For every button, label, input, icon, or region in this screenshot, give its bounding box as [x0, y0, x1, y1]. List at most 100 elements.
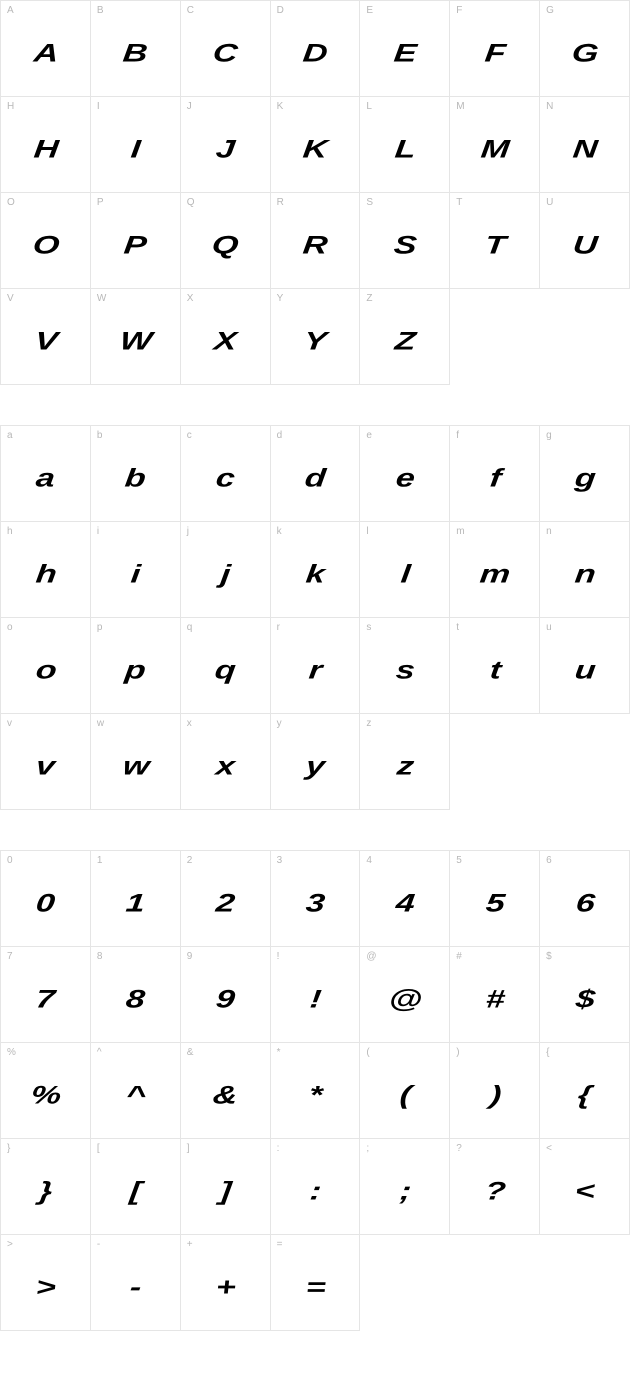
cell-label: )	[456, 1047, 459, 1058]
glyph: 9	[215, 986, 236, 1012]
cell-label: i	[97, 526, 99, 537]
glyph: s	[395, 657, 416, 683]
glyph: @	[387, 986, 422, 1012]
glyph-cell: ^^	[91, 1043, 181, 1139]
cell-label: $	[546, 951, 552, 962]
glyph: i	[130, 561, 141, 587]
glyph-cell: kk	[271, 522, 361, 618]
glyph-cell: zz	[360, 714, 450, 810]
glyph: J	[215, 136, 236, 162]
cell-label: C	[187, 5, 194, 16]
glyph: g	[573, 465, 595, 491]
glyph-cell: vv	[1, 714, 91, 810]
glyph: P	[123, 232, 147, 258]
glyph: S	[393, 232, 417, 258]
glyph: }	[38, 1178, 53, 1204]
glyph: =	[304, 1274, 326, 1300]
cell-label: K	[277, 101, 284, 112]
glyph: *	[308, 1082, 323, 1108]
glyph-cell: ss	[360, 618, 450, 714]
glyph-cell: FF	[450, 1, 540, 97]
cell-label: o	[7, 622, 13, 633]
cell-label: S	[366, 197, 373, 208]
cell-label: &	[187, 1047, 194, 1058]
cell-label: (	[366, 1047, 369, 1058]
glyph: 0	[35, 890, 56, 916]
glyph: <	[574, 1178, 596, 1204]
glyph-cell: xx	[181, 714, 271, 810]
cell-label: ;	[366, 1143, 369, 1154]
glyph-cell: tt	[450, 618, 540, 714]
cell-label: %	[7, 1047, 16, 1058]
cell-label: 2	[187, 855, 193, 866]
glyph-cell: LL	[360, 97, 450, 193]
glyph: >	[35, 1274, 57, 1300]
glyph-cell: jj	[181, 522, 271, 618]
glyph: X	[213, 328, 237, 354]
glyph: ^	[125, 1082, 147, 1108]
glyph-cell: ii	[91, 522, 181, 618]
glyph-cell: 99	[181, 947, 271, 1043]
cell-label: 3	[277, 855, 283, 866]
cell-label: D	[277, 5, 284, 16]
glyph: W	[118, 328, 152, 354]
glyph-cell: rr	[271, 618, 361, 714]
glyph-cell: NN	[540, 97, 630, 193]
cell-label: g	[546, 430, 552, 441]
empty-cell	[540, 714, 630, 810]
glyph-grid: AABBCCDDEEFFGGHHIIJJKKLLMMNNOOPPQQRRSSTT…	[0, 0, 630, 385]
cell-label: B	[97, 5, 104, 16]
glyph-cell: YY	[271, 289, 361, 385]
glyph: 2	[215, 890, 236, 916]
glyph-cell: 77	[1, 947, 91, 1043]
cell-label: J	[187, 101, 192, 112]
glyph-cell: ==	[271, 1235, 361, 1331]
glyph: t	[488, 657, 501, 683]
cell-label: y	[277, 718, 282, 729]
glyph-cell: uu	[540, 618, 630, 714]
cell-label: 8	[97, 951, 103, 962]
glyph-cell: ##	[450, 947, 540, 1043]
cell-label: R	[277, 197, 284, 208]
cell-label: c	[187, 430, 192, 441]
glyph-cell: ??	[450, 1139, 540, 1235]
glyph-cell: ]]	[181, 1139, 271, 1235]
glyph-cell: 55	[450, 851, 540, 947]
glyph: r	[308, 657, 323, 683]
cell-label: }	[7, 1143, 10, 1154]
glyph-cell: RR	[271, 193, 361, 289]
glyph: ;	[398, 1178, 411, 1204]
glyph: L	[394, 136, 416, 162]
glyph-cell: VV	[1, 289, 91, 385]
empty-cell	[450, 289, 540, 385]
glyph: x	[215, 753, 236, 779]
glyph-cell: bb	[91, 426, 181, 522]
glyph: h	[34, 561, 56, 587]
glyph: 6	[574, 890, 595, 916]
glyph: V	[33, 328, 57, 354]
glyph: 3	[305, 890, 326, 916]
glyph: w	[121, 753, 149, 779]
cell-label: u	[546, 622, 552, 633]
glyph-cell: UU	[540, 193, 630, 289]
cell-label: !	[277, 951, 280, 962]
empty-cell	[450, 1235, 540, 1331]
cell-label: l	[366, 526, 368, 537]
glyph: E	[393, 40, 417, 66]
glyph: %	[29, 1082, 61, 1108]
glyph: K	[302, 136, 328, 162]
glyph-cell: TT	[450, 193, 540, 289]
glyph-cell: 22	[181, 851, 271, 947]
cell-label: F	[456, 5, 462, 16]
cell-label: Y	[277, 293, 284, 304]
glyph: Z	[394, 328, 416, 354]
cell-label: [	[97, 1143, 100, 1154]
glyph: C	[212, 40, 238, 66]
glyph-cell: DD	[271, 1, 361, 97]
cell-label: n	[546, 526, 552, 537]
glyph: j	[220, 561, 231, 587]
glyph: H	[32, 136, 58, 162]
glyph-cell: --	[91, 1235, 181, 1331]
glyph: #	[484, 986, 505, 1012]
cell-label: 5	[456, 855, 462, 866]
